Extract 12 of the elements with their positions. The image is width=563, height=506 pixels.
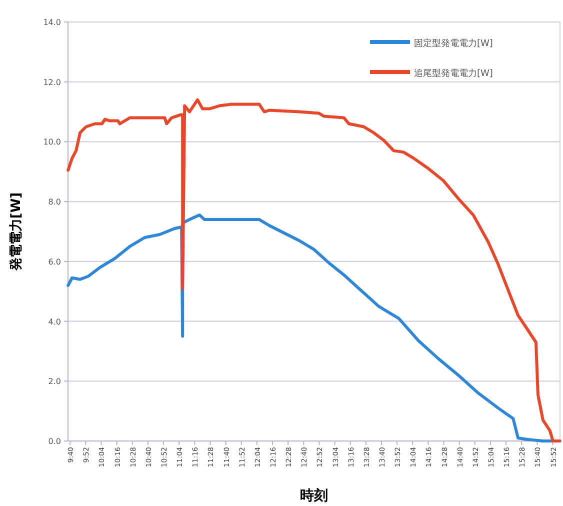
y-tick-label: 6.0: [48, 257, 61, 266]
y-axis-title: 発電電力[W]: [9, 192, 24, 272]
y-tick-label: 14.0: [43, 18, 61, 27]
y-tick-label: 8.0: [48, 198, 61, 207]
y-tick-label: 0.0: [48, 437, 61, 446]
y-tick-label: 4.0: [48, 317, 61, 326]
y-tick-label: 2.0: [48, 377, 61, 386]
y-tick-label: 12.0: [43, 78, 61, 87]
legend-label: 固定型発電電力[W]: [414, 38, 493, 49]
legend-label: 追尾型発電電力[W]: [414, 68, 493, 79]
x-axis-title: 時刻: [300, 487, 328, 504]
y-tick-label: 10.0: [43, 138, 61, 147]
